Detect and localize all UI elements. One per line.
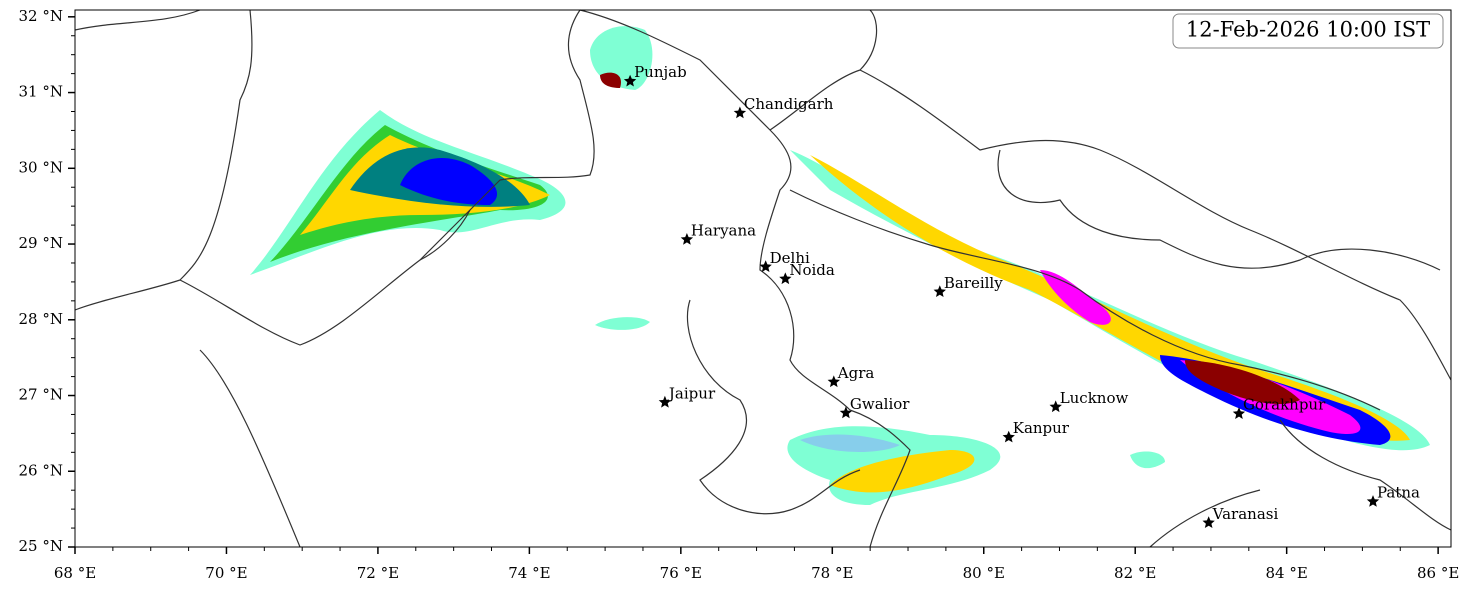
x-tick-label: 80 °E	[963, 564, 1005, 582]
map-frame	[74, 9, 1452, 548]
x-tick-label: 84 °E	[1266, 564, 1308, 582]
timestamp: 12-Feb-2026 10:00 IST	[1186, 18, 1430, 42]
y-tick-label: 27 °N	[19, 386, 63, 404]
x-tick-label: 76 °E	[660, 564, 702, 582]
y-tick-label: 25 °N	[19, 537, 63, 555]
x-tick-label: 74 °E	[508, 564, 550, 582]
city-marker	[733, 106, 747, 119]
x-tick-label: 86 °E	[1417, 564, 1459, 582]
city-label: Chandigarh	[744, 95, 834, 113]
city-label: Punjab	[634, 63, 687, 81]
city-marker	[759, 260, 772, 272]
city-marker	[1049, 400, 1062, 413]
city-marker	[1232, 407, 1246, 419]
city-label: Gwalior	[850, 395, 910, 413]
x-tick-label: 70 °E	[205, 564, 247, 582]
x-tick-label: 82 °E	[1114, 564, 1156, 582]
city-label: Kanpur	[1013, 419, 1070, 437]
boundaries	[74, 9, 1452, 548]
city-marker	[623, 74, 637, 87]
city-marker	[1002, 430, 1015, 443]
city-label: Patna	[1377, 484, 1420, 502]
overlay: 68 °E 70 °E 72 °E 74 °E 76 °E 78 °E 80 °E 82 °E…	[19, 7, 1460, 582]
city-label: Haryana	[691, 221, 756, 239]
city-marker	[827, 375, 840, 388]
city-label: Noida	[789, 261, 835, 279]
y-tick-label: 26 °N	[19, 461, 63, 479]
x-tick-label: 68 °E	[54, 564, 96, 582]
city-marker	[933, 285, 946, 297]
city-label: Agra	[837, 364, 875, 382]
y-tick-label: 32 °N	[19, 7, 63, 25]
y-tick-label: 29 °N	[19, 234, 63, 252]
city-marker	[839, 406, 853, 419]
city-marker	[1202, 516, 1215, 528]
city-label: Varanasi	[1212, 505, 1279, 523]
city-marker	[779, 272, 792, 285]
x-tick-label: 78 °E	[811, 564, 853, 582]
city-marker	[658, 395, 672, 408]
precipitation	[250, 26, 1430, 505]
y-tick-label: 30 °N	[19, 158, 63, 176]
city-label: Jaipur	[667, 384, 716, 402]
title-box	[1172, 13, 1444, 49]
city-marker	[680, 233, 694, 245]
y-tick-label: 28 °N	[19, 310, 63, 328]
y-tick-label: 31 °N	[19, 83, 63, 101]
city-label: Delhi	[770, 249, 810, 267]
city-marker	[1366, 495, 1380, 507]
x-tick-label: 72 °E	[357, 564, 399, 582]
city-label: Gorakhpur	[1243, 396, 1326, 414]
city-label: Lucknow	[1060, 389, 1129, 407]
city-label: Bareilly	[944, 274, 1003, 292]
